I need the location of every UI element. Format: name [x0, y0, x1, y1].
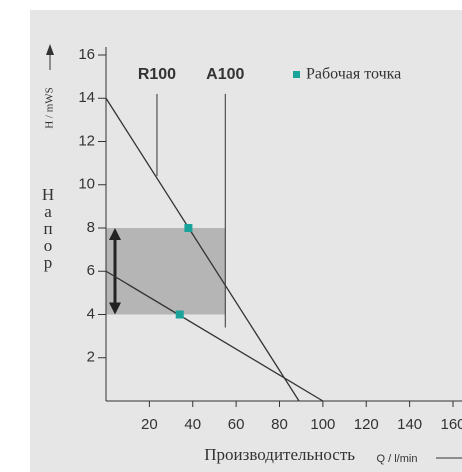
y-title-letter: о: [44, 236, 53, 255]
y-title-letter: р: [44, 253, 53, 272]
x-tick-label: 20: [141, 416, 158, 433]
x-title: Производительность: [204, 445, 355, 464]
y-title-letter: а: [44, 202, 52, 221]
x-tick-label: 40: [184, 416, 201, 433]
x-tick-label: 120: [354, 416, 379, 433]
x-tick-label: 100: [310, 416, 335, 433]
y-tick-label: 6: [87, 262, 95, 279]
range-arrow-head: [109, 302, 121, 315]
y-unit: H / mWS: [44, 87, 56, 129]
point: [175, 310, 184, 319]
line: [105, 270, 324, 402]
y-tick-label: 8: [87, 219, 95, 236]
x-tick-label: 60: [228, 416, 245, 433]
line: [105, 97, 300, 402]
y-title-letter: п: [43, 219, 52, 238]
y-tick-label: 10: [78, 176, 95, 193]
legend-label: Рабочая точка: [306, 66, 401, 83]
y-tick-label: 16: [78, 46, 95, 63]
y-tick-label: 12: [78, 132, 95, 149]
x-tick-label: 160: [440, 416, 462, 433]
point: [184, 224, 193, 232]
marker-label: A100: [206, 66, 244, 83]
x-tick-label: 140: [397, 416, 422, 433]
range-arrow-head: [109, 228, 121, 240]
y-arrow-head: [46, 44, 54, 55]
y-tick-label: 14: [78, 89, 95, 106]
marker-label: R100: [138, 66, 176, 83]
x-unit: Q / l/min: [377, 453, 418, 465]
legend-swatch: [293, 71, 300, 78]
y-title-letter: Н: [42, 185, 54, 204]
panel: [30, 10, 462, 472]
x-tick-label: 80: [271, 416, 288, 433]
operating-range: [106, 228, 226, 315]
y-tick-label: 4: [87, 305, 95, 322]
y-tick-label: 2: [87, 349, 95, 366]
